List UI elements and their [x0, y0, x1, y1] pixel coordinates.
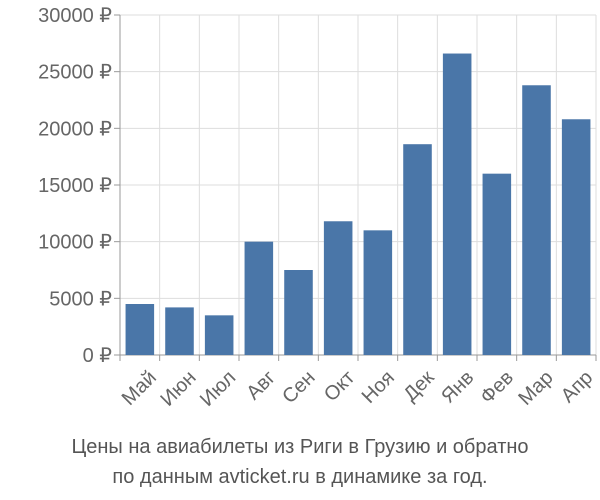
bar-11 [522, 85, 551, 356]
x-tick-label: Апр [557, 367, 598, 408]
x-tick-label: Фев [476, 367, 518, 409]
bar-1 [125, 304, 155, 355]
bar-9 [442, 53, 472, 356]
y-tick-label: 25000 ₽ [38, 62, 112, 84]
x-tick-label: Окт [320, 367, 359, 406]
y-tick-labels: 0 ₽ 5000 ₽ 10000 ₽ 15000 ₽ 20000 ₽ 25000 ₽ 300… [38, 5, 112, 367]
bar-4 [244, 241, 274, 355]
bar-10 [482, 173, 512, 355]
gridlines [120, 14, 597, 356]
bar-3 [204, 315, 234, 355]
x-tick-label: Ноя [358, 367, 399, 408]
bar-8 [403, 144, 432, 355]
bar-chart: 0 ₽ 5000 ₽ 10000 ₽ 15000 ₽ 20000 ₽ 25000 ₽ 300… [38, 5, 598, 411]
x-tick-label: Авг [242, 367, 280, 405]
bar-12 [561, 119, 591, 356]
y-tick-label: 15000 ₽ [38, 175, 112, 197]
x-tick-label: Дек [399, 366, 438, 405]
bars [125, 53, 591, 356]
y-tick-label: 5000 ₽ [49, 288, 112, 310]
x-tick-label: Мар [514, 367, 557, 410]
chart-caption-line-1: Цены на авиабилеты из Риги в Грузию и об… [71, 436, 529, 458]
x-tick-label: Июн [157, 367, 201, 411]
x-tick-label: Янв [437, 367, 478, 408]
bar-5 [284, 270, 313, 355]
chart-caption-line-2: по данным avticket.ru в динамике за год. [112, 466, 488, 488]
x-tick-label: Июл [196, 367, 240, 411]
axes [114, 14, 597, 361]
x-tick-label: Май [118, 367, 161, 410]
y-tick-label: 30000 ₽ [38, 5, 112, 27]
bar-6 [323, 221, 353, 355]
y-tick-label: 20000 ₽ [38, 118, 112, 140]
x-tick-label: Сен [278, 367, 319, 408]
y-tick-label: 0 ₽ [83, 345, 113, 367]
bar-7 [363, 230, 393, 355]
y-tick-label: 10000 ₽ [38, 232, 112, 254]
bar-2 [165, 307, 194, 355]
